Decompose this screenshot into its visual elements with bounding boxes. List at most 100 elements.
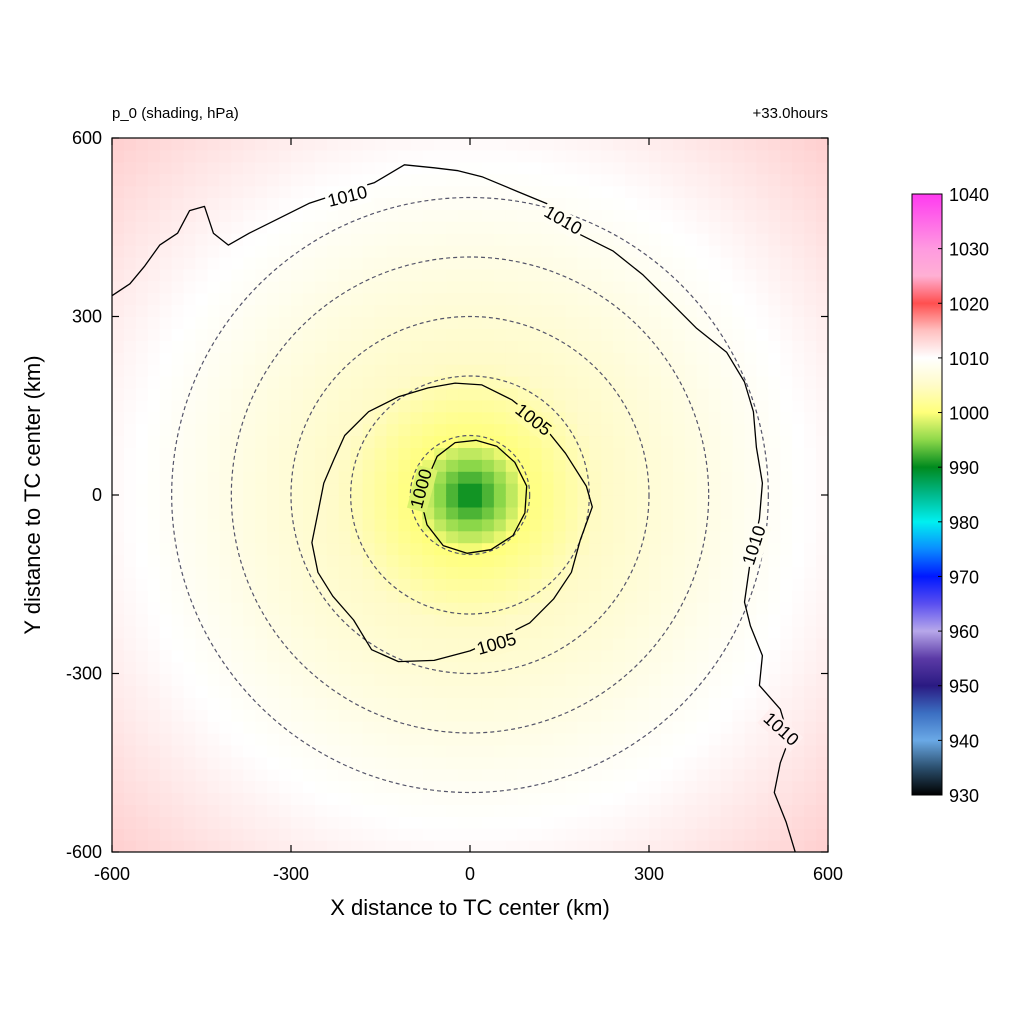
heatmap-cell [756,340,769,353]
heatmap-cell [314,756,328,770]
heatmap-cell [350,828,364,841]
heatmap-cell [684,721,698,734]
heatmap-cell [493,399,507,413]
heatmap-cell [458,840,471,852]
heatmap-cell [422,566,435,579]
heatmap-cell [112,685,125,698]
heatmap-cell [696,304,710,318]
heatmap-cell [159,149,173,163]
heatmap-cell [171,245,185,258]
heatmap-cell [207,566,220,579]
heatmap-cell [135,792,149,805]
heatmap-cell [255,197,268,210]
heatmap-cell [243,435,256,448]
heatmap-cell [147,399,161,413]
heatmap-cell [434,495,447,508]
heatmap-cell [350,221,364,234]
heatmap-cell [422,435,435,448]
heatmap-cell [219,423,232,437]
heatmap-cell [696,221,710,234]
heatmap-cell [243,459,256,472]
heatmap-cell [505,840,519,852]
heatmap-cell [565,495,578,508]
heatmap-cell [720,411,734,425]
heatmap-cell [660,721,674,734]
heatmap-cell [422,614,435,627]
heatmap-cell [804,245,817,258]
heatmap-cell [291,590,304,603]
heatmap-cell [147,364,161,377]
heatmap-cell [541,185,555,199]
heatmap-cell [720,828,734,841]
heatmap-cell [768,257,781,270]
heatmap-cell [207,637,220,651]
heatmap-cell [171,483,185,496]
heatmap-cell [708,804,722,817]
heatmap-cell [804,578,817,591]
heatmap-cell [672,387,686,401]
heatmap-cell [684,566,698,579]
heatmap-cell [279,387,292,401]
heatmap-cell [207,173,220,187]
heatmap-cell [362,364,376,377]
heatmap-cell [672,435,686,448]
heatmap-cell [434,637,447,651]
heatmap-cell [613,649,626,663]
heatmap-cell [219,352,232,365]
heatmap-cell [458,233,471,246]
heatmap-cell [159,411,173,425]
heatmap-cell [684,649,698,663]
heatmap-cell [660,780,674,794]
contour-1010 [112,164,796,852]
heatmap-cell [780,495,793,508]
heatmap-cell [350,780,364,794]
heatmap-cell [171,518,185,532]
heatmap-cell [637,768,650,782]
heatmap-cell [601,578,614,591]
heatmap-cell [493,328,507,341]
heatmap-cell [159,590,173,603]
heatmap-cell [207,185,220,199]
heatmap-cell [649,221,662,234]
heatmap-cell [255,376,268,389]
heatmap-cell [112,268,125,282]
heatmap-cell [338,304,352,318]
heatmap-cell [422,518,435,532]
heatmap-cell [744,733,757,746]
heatmap-cell [601,566,614,579]
heatmap-cell [613,221,626,234]
heatmap-cell [470,376,483,389]
heatmap-cell [326,149,340,163]
heatmap-cell [243,221,256,234]
heatmap-cell [458,768,471,782]
heatmap-cell [171,280,185,294]
heatmap-cell [565,245,578,258]
heatmap-cell [374,268,388,282]
heatmap-cell [255,459,268,472]
heatmap-cell [505,149,519,163]
heatmap-cell [577,578,590,591]
heatmap-cell [553,447,567,460]
heatmap-cell [326,733,340,746]
heatmap-cell [804,649,817,663]
heatmap-cell [768,495,781,508]
heatmap-cell [112,197,125,210]
heatmap-cell [112,673,125,686]
heatmap-cell [649,804,662,817]
heatmap-cell [660,149,674,163]
heatmap-cell [243,471,256,484]
heatmap-cell [672,149,686,163]
heatmap-cell [135,376,149,389]
heatmap-cell [816,447,828,460]
heatmap-cell [577,138,590,151]
heatmap-cell [123,423,137,437]
heatmap-cell [505,828,519,841]
heatmap-cell [207,744,220,758]
heatmap-cell [267,435,280,448]
heatmap-cell [279,435,292,448]
heatmap-cell [112,637,125,651]
heatmap-cell [493,483,507,496]
heatmap-cell [171,328,185,341]
heatmap-cell [219,578,232,591]
heatmap-cell [481,530,495,544]
